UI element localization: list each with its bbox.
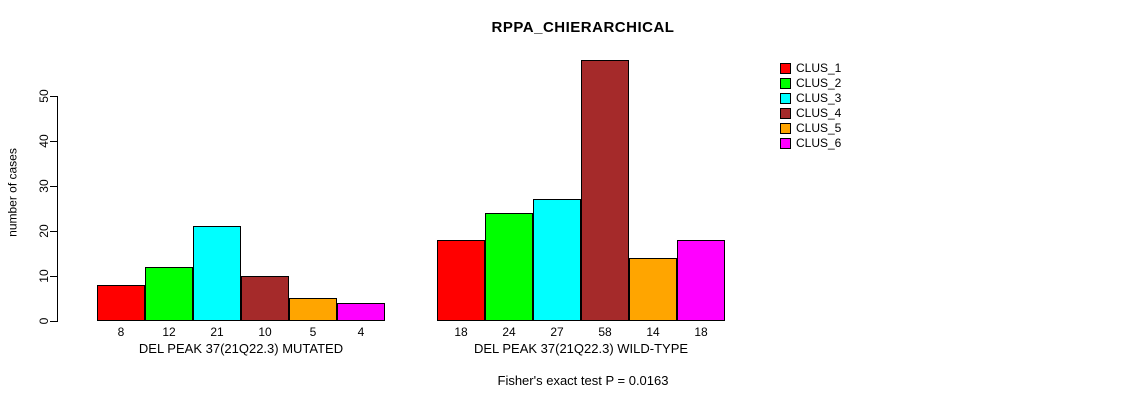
bar-clus_3 <box>533 199 581 321</box>
chart-title: RPPA_CHIERARCHICAL <box>491 19 675 36</box>
fisher-test-annotation: Fisher's exact test P = 0.0163 <box>497 373 669 388</box>
legend-item-clus_3: CLUS_3 <box>780 91 841 106</box>
legend-label: CLUS_1 <box>796 61 842 75</box>
legend-item-clus_1: CLUS_1 <box>780 61 841 76</box>
bar-value-label: 21 <box>210 325 224 339</box>
bar-value-label: 27 <box>550 325 564 339</box>
bar-clus_1 <box>97 285 145 321</box>
legend-item-clus_4: CLUS_4 <box>780 106 841 121</box>
group-label-mutated: DEL PEAK 37(21Q22.3) MUTATED <box>138 341 344 356</box>
y-tick <box>50 96 58 97</box>
bar-clus_4 <box>581 60 629 321</box>
legend-item-clus_5: CLUS_5 <box>780 121 841 136</box>
bar-clus_2 <box>145 267 193 321</box>
bar-clus_3 <box>193 226 241 321</box>
bar-clus_5 <box>629 258 677 321</box>
bar-value-label: 18 <box>694 325 708 339</box>
bar-value-label: 14 <box>646 325 660 339</box>
bar-value-label: 24 <box>502 325 516 339</box>
bar-clus_2 <box>485 213 533 321</box>
y-tick-label: 0 <box>37 317 51 325</box>
legend-swatch-icon <box>780 63 791 74</box>
y-tick-label: 40 <box>37 134 51 148</box>
legend-swatch-icon <box>780 78 791 89</box>
y-tick-label: 20 <box>37 224 51 238</box>
legend-swatch-icon <box>780 93 791 104</box>
bar-clus_4 <box>241 276 289 321</box>
bar-clus_6 <box>337 303 385 321</box>
bar-value-label: 4 <box>357 325 365 339</box>
bar-value-label: 58 <box>598 325 612 339</box>
legend-label: CLUS_2 <box>796 76 842 90</box>
bar-value-label: 5 <box>309 325 317 339</box>
legend-swatch-icon <box>780 123 791 134</box>
legend-item-clus_2: CLUS_2 <box>780 76 841 91</box>
bar-value-label: 8 <box>117 325 125 339</box>
group-label-wild-type: DEL PEAK 37(21Q22.3) WILD-TYPE <box>473 341 689 356</box>
bar-clus_5 <box>289 298 337 321</box>
legend-label: CLUS_5 <box>796 121 842 135</box>
y-axis-label: number of cases <box>5 148 20 237</box>
legend-label: CLUS_3 <box>796 91 842 105</box>
y-tick-label: 10 <box>37 269 51 283</box>
bar-value-label: 18 <box>454 325 468 339</box>
y-tick-label: 50 <box>37 89 51 103</box>
y-tick <box>50 276 58 277</box>
bar-value-label: 10 <box>258 325 272 339</box>
bar-clus_6 <box>677 240 725 321</box>
legend-swatch-icon <box>780 108 791 119</box>
y-tick-label: 30 <box>37 179 51 193</box>
y-tick <box>50 141 58 142</box>
y-tick <box>50 186 58 187</box>
legend-label: CLUS_6 <box>796 136 842 150</box>
legend: CLUS_1 CLUS_2 CLUS_3 CLUS_4 CLUS_5 CLUS_6 <box>780 61 841 151</box>
y-axis-line <box>57 96 58 322</box>
y-tick <box>50 231 58 232</box>
y-tick <box>50 321 58 322</box>
legend-item-clus_6: CLUS_6 <box>780 136 841 151</box>
legend-label: CLUS_4 <box>796 106 842 120</box>
bar-clus_1 <box>437 240 485 321</box>
bar-value-label: 12 <box>162 325 176 339</box>
legend-swatch-icon <box>780 138 791 149</box>
